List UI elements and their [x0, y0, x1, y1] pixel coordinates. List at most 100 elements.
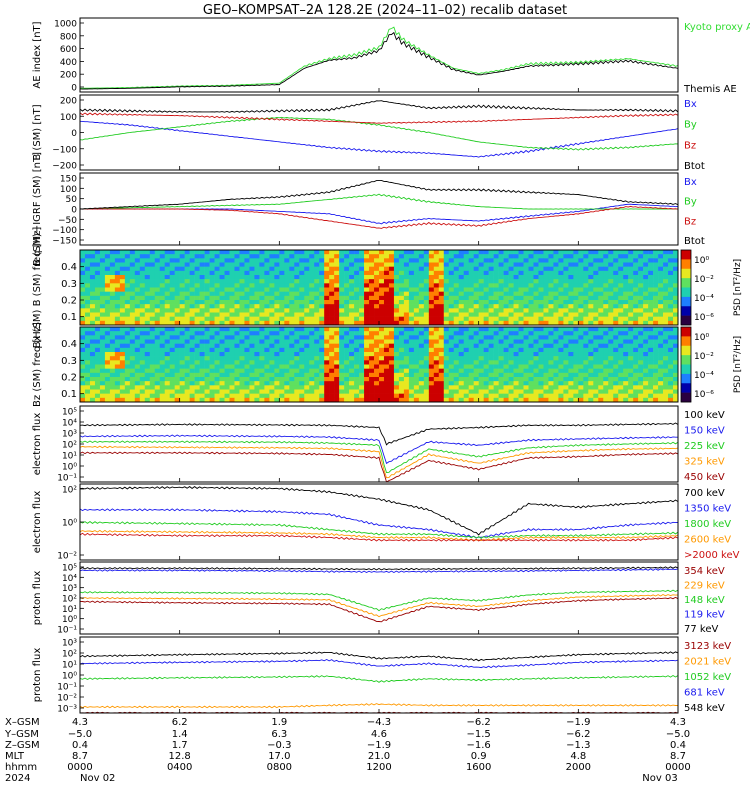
- heatmap-cell: [329, 335, 335, 340]
- heatmap-cell: [299, 291, 305, 297]
- heatmap-cell: [603, 347, 609, 353]
- heatmap-cell: [618, 254, 624, 259]
- heatmap-cell: [423, 389, 430, 394]
- heatmap-cell: [144, 295, 151, 301]
- heatmap-cell: [673, 360, 679, 365]
- heatmap-cell: [154, 320, 161, 326]
- heatmap-cell: [259, 331, 265, 336]
- heatmap-cell: [438, 352, 445, 357]
- heatmap-cell: [379, 360, 385, 365]
- heatmap-cell: [553, 352, 559, 357]
- heatmap-cell: [583, 389, 589, 394]
- heatmap-cell: [448, 279, 455, 284]
- heatmap-cell: [124, 300, 131, 305]
- heatmap-cell: [199, 360, 205, 365]
- heatmap-cell: [334, 327, 340, 332]
- heatmap-cell: [558, 270, 564, 276]
- heatmap-cell: [349, 275, 355, 280]
- heatmap-cell: [563, 393, 569, 399]
- heatmap-cell: [109, 254, 116, 259]
- colorbar-segment: [681, 278, 691, 288]
- heatmap-cell: [493, 287, 499, 292]
- heatmap-cell: [359, 275, 365, 280]
- heatmap-cell: [334, 270, 340, 276]
- heatmap-cell: [563, 320, 569, 326]
- heatmap-cell: [418, 254, 425, 259]
- heatmap-cell: [668, 347, 674, 353]
- heatmap-cell: [229, 377, 235, 382]
- heatmap-cell: [613, 331, 619, 336]
- heatmap-cell: [473, 331, 479, 336]
- heatmap-cell: [413, 364, 420, 369]
- heatmap-cell: [209, 397, 215, 403]
- heatmap-cell: [503, 385, 509, 390]
- heatmap-cell: [543, 312, 549, 317]
- heatmap-cell: [603, 368, 609, 374]
- heatmap-cell: [234, 385, 240, 390]
- heatmap-cell: [164, 279, 170, 284]
- heatmap-cell: [134, 291, 141, 297]
- heatmap-cell: [269, 327, 275, 332]
- footer-value: 6.2: [172, 717, 188, 728]
- heatmap-cell: [129, 381, 136, 386]
- heatmap-cell: [364, 389, 370, 394]
- heatmap-cell: [548, 312, 554, 317]
- heatmap-cell: [583, 291, 589, 297]
- heatmap-cell: [334, 266, 340, 272]
- heatmap-cell: [209, 352, 215, 357]
- heatmap-cell: [99, 295, 106, 301]
- heatmap-cell: [498, 368, 504, 374]
- heatmap-cell: [359, 339, 365, 344]
- heatmap-cell: [344, 364, 350, 369]
- heatmap-cell: [134, 335, 141, 340]
- heatmap-cell: [493, 343, 499, 349]
- heatmap-cell: [99, 279, 106, 284]
- heatmap-cell: [309, 397, 315, 403]
- heatmap-cell: [329, 331, 335, 336]
- heatmap-cell: [548, 287, 554, 292]
- heatmap-cell: [638, 283, 644, 288]
- heatmap-cell: [109, 279, 116, 284]
- heatmap-cell: [264, 385, 270, 390]
- heatmap-cell: [488, 287, 494, 292]
- heatmap-cell: [379, 364, 385, 369]
- heatmap-cell: [194, 291, 200, 297]
- heatmap-cell: [374, 343, 380, 349]
- heatmap-cell: [259, 389, 265, 394]
- heatmap-cell: [643, 331, 649, 336]
- heatmap-cell: [488, 279, 494, 284]
- heatmap-cell: [244, 335, 250, 340]
- footer-value: −1.6: [467, 740, 491, 751]
- heatmap-cell: [668, 343, 674, 349]
- heatmap-cell: [658, 279, 664, 284]
- y-tick-label: 10³: [62, 584, 77, 594]
- heatmap-cell: [513, 312, 519, 317]
- heatmap-cell: [423, 250, 430, 255]
- heatmap-cell: [518, 287, 524, 292]
- y-tick-label: 10³: [62, 430, 77, 440]
- heatmap-cell: [463, 331, 469, 336]
- heatmap-cell: [299, 343, 305, 349]
- heatmap-cell: [608, 368, 614, 374]
- heatmap-cell: [428, 343, 435, 349]
- heatmap-cell: [483, 300, 489, 305]
- heatmap-cell: [319, 343, 325, 349]
- heatmap-cell: [503, 258, 509, 263]
- heatmap-cell: [433, 258, 440, 263]
- heatmap-cell: [234, 308, 240, 313]
- heatmap-cell: [523, 335, 529, 340]
- heatmap-cell: [603, 335, 609, 340]
- heatmap-cell: [418, 283, 425, 288]
- heatmap-cell: [663, 262, 669, 267]
- heatmap-cell: [364, 360, 370, 365]
- heatmap-cell: [344, 327, 350, 332]
- heatmap-cell: [314, 283, 320, 288]
- heatmap-cell: [109, 258, 116, 263]
- heatmap-cell: [129, 308, 136, 313]
- heatmap-cell: [249, 389, 255, 394]
- heatmap-cell: [518, 377, 524, 382]
- heatmap-cell: [129, 320, 136, 326]
- heatmap-cell: [538, 335, 544, 340]
- heatmap-cell: [488, 335, 494, 340]
- series-line: [79, 451, 679, 483]
